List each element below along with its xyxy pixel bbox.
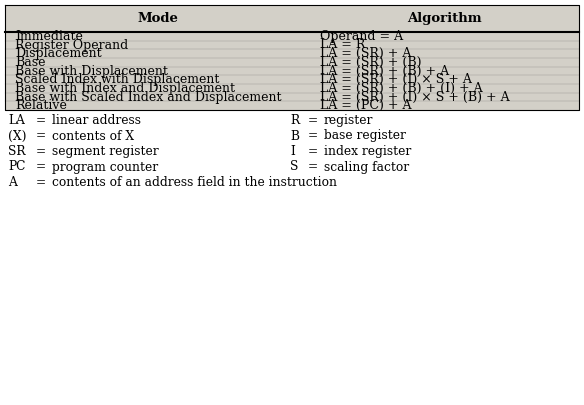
Text: LA: LA xyxy=(8,114,25,127)
Text: =: = xyxy=(308,130,318,143)
Text: Mode: Mode xyxy=(137,12,178,25)
Text: B: B xyxy=(290,130,299,143)
Text: base register: base register xyxy=(324,130,406,143)
Bar xyxy=(5,5,579,110)
Text: PC: PC xyxy=(8,160,25,173)
Text: Displacement: Displacement xyxy=(15,47,102,60)
Text: LA = (PC) + A: LA = (PC) + A xyxy=(320,99,412,112)
Text: LA = (SR) + (B): LA = (SR) + (B) xyxy=(320,56,422,69)
Text: Base: Base xyxy=(15,56,46,69)
Text: =: = xyxy=(36,160,46,173)
Text: linear address: linear address xyxy=(52,114,141,127)
Text: LA = (SR) + (I) × S + (B) + A: LA = (SR) + (I) × S + (B) + A xyxy=(320,90,510,104)
Text: Register Operand: Register Operand xyxy=(15,38,128,51)
Text: LA = (SR) + (B) + (I) + A: LA = (SR) + (B) + (I) + A xyxy=(320,82,482,95)
Text: A: A xyxy=(8,176,17,189)
Text: Scaled Index with Displacement: Scaled Index with Displacement xyxy=(15,73,220,86)
Text: program counter: program counter xyxy=(52,160,158,173)
Text: =: = xyxy=(36,176,46,189)
Text: Relative: Relative xyxy=(15,99,67,112)
Text: LA = (SR) + A: LA = (SR) + A xyxy=(320,47,411,60)
Text: LA = (SR) + (I) × S + A: LA = (SR) + (I) × S + A xyxy=(320,73,472,86)
Text: =: = xyxy=(36,130,46,143)
Text: Base with Scaled Index and Displacement: Base with Scaled Index and Displacement xyxy=(15,90,281,104)
Text: index register: index register xyxy=(324,145,411,158)
Text: SR: SR xyxy=(8,145,26,158)
Text: Immediate: Immediate xyxy=(15,30,83,43)
Text: =: = xyxy=(308,145,318,158)
Text: LA = (SR) + (B) + A: LA = (SR) + (B) + A xyxy=(320,64,449,77)
Text: Operand = A: Operand = A xyxy=(320,30,403,43)
Text: =: = xyxy=(308,114,318,127)
Text: =: = xyxy=(36,145,46,158)
Text: segment register: segment register xyxy=(52,145,159,158)
Text: =: = xyxy=(308,160,318,173)
Text: S: S xyxy=(290,160,298,173)
Text: Base with Index and Displacement: Base with Index and Displacement xyxy=(15,82,235,95)
Text: =: = xyxy=(36,114,46,127)
Text: scaling factor: scaling factor xyxy=(324,160,409,173)
Text: contents of X: contents of X xyxy=(52,130,134,143)
Text: R: R xyxy=(290,114,299,127)
Text: contents of an address field in the instruction: contents of an address field in the inst… xyxy=(52,176,337,189)
Text: register: register xyxy=(324,114,373,127)
Text: Algorithm: Algorithm xyxy=(407,12,482,25)
Text: (X): (X) xyxy=(8,130,26,143)
Text: Base with Displacement: Base with Displacement xyxy=(15,64,168,77)
Text: LA = R: LA = R xyxy=(320,38,366,51)
Text: I: I xyxy=(290,145,295,158)
